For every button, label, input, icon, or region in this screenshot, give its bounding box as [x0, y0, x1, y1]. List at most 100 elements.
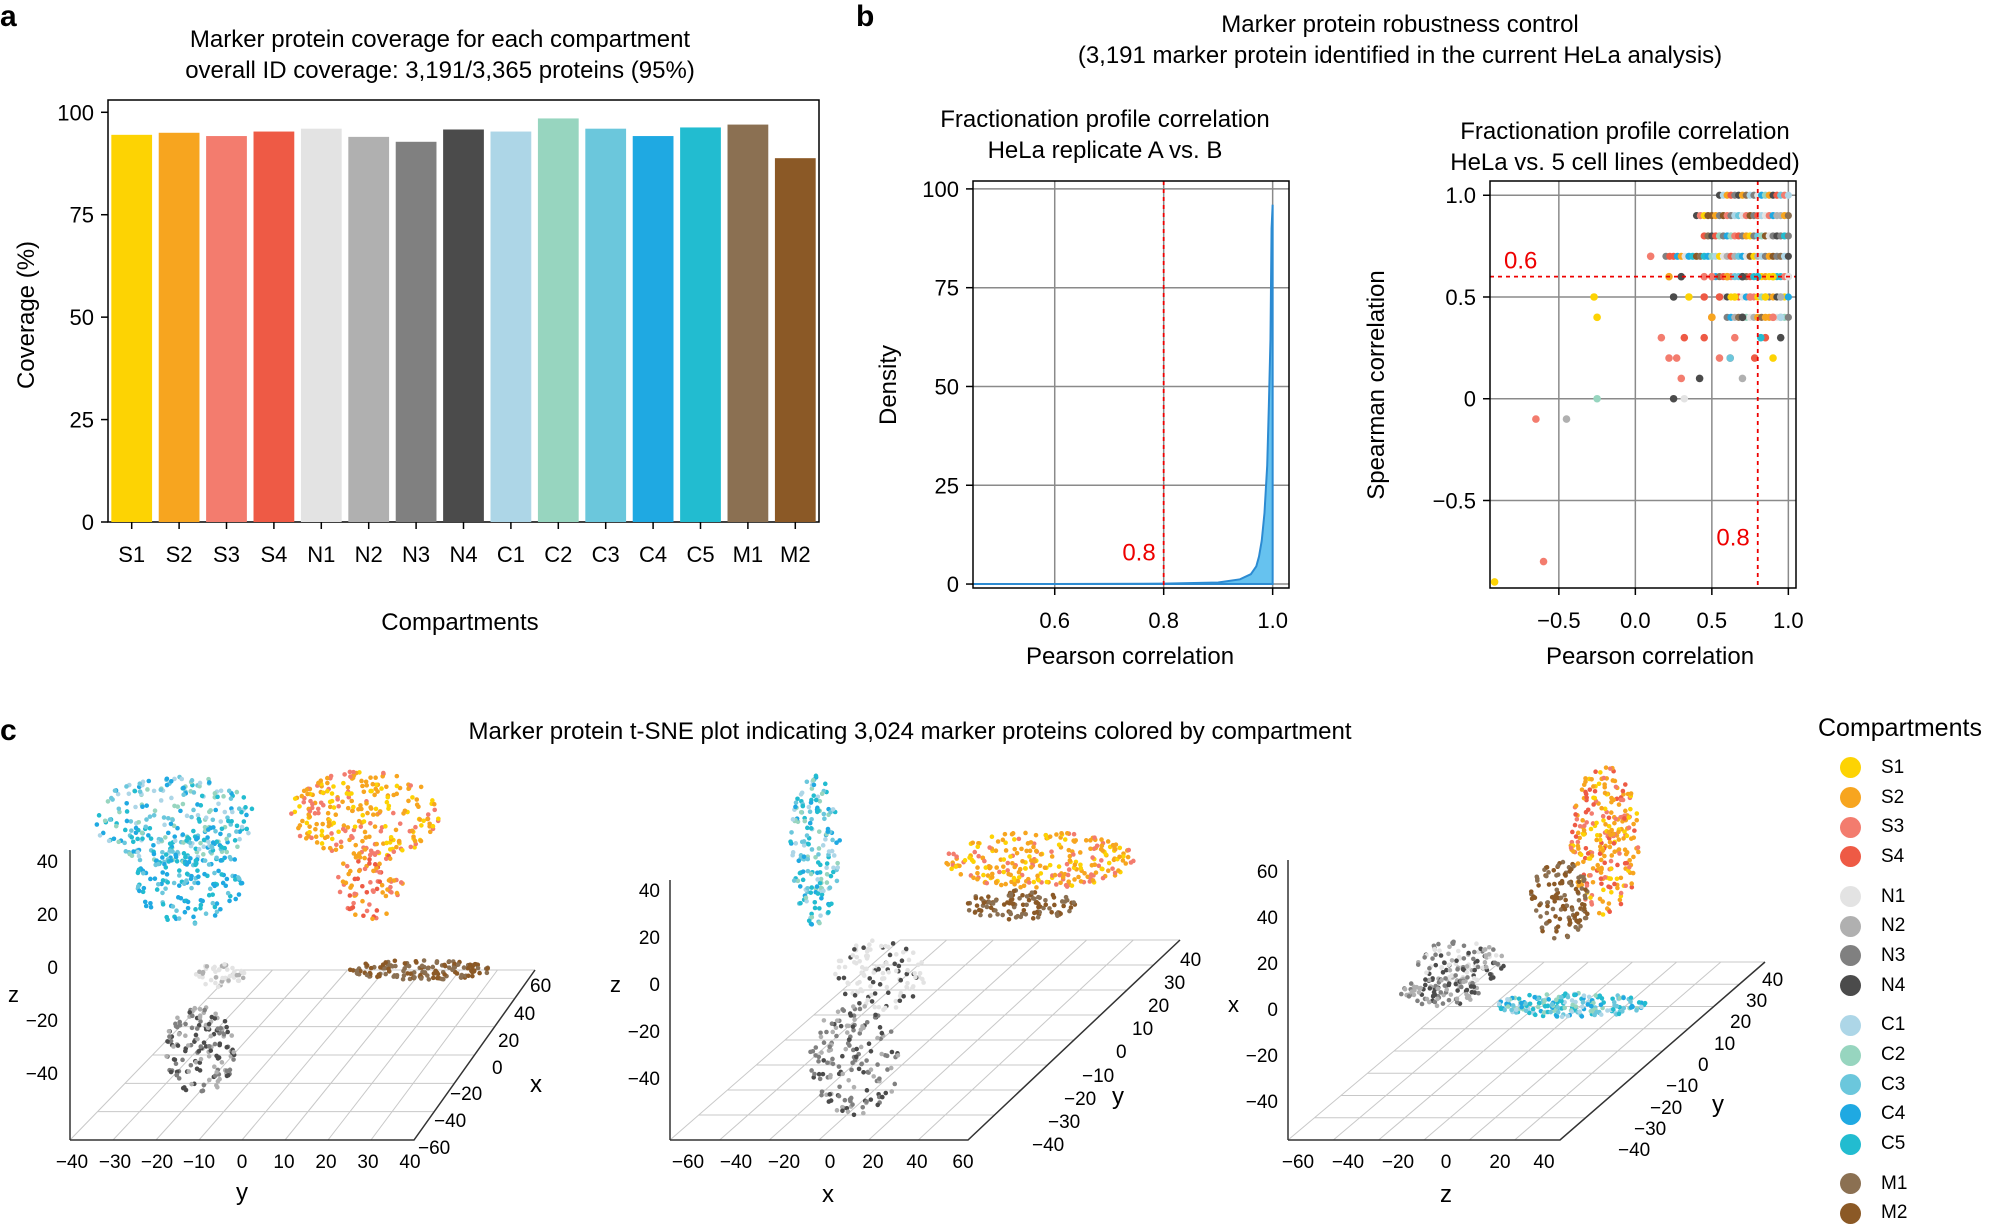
tsne1-point — [244, 812, 249, 818]
tsne-plot-3: 60 40 20 0 −20 −40 x 40 30 20 10 0 −10 −… — [1228, 765, 1783, 1208]
tsne1-point — [164, 776, 170, 782]
tsne2-point — [805, 825, 810, 831]
scatter-point — [1761, 293, 1770, 301]
tsne1-point — [212, 904, 218, 910]
tsne3-point — [1611, 841, 1617, 846]
panel-label-b: b — [856, 0, 875, 33]
tsne2-point — [828, 873, 834, 879]
tsne1-point — [203, 981, 208, 987]
tsne3-point — [1459, 984, 1464, 990]
tsne1-point — [413, 824, 418, 830]
tsne1-point — [307, 808, 313, 814]
tsne2-point — [1042, 865, 1048, 871]
tsne1-point — [141, 885, 147, 891]
density-x-tick: 0.8 — [1148, 608, 1179, 633]
tsne3-point — [1634, 817, 1640, 823]
tsne3-point — [1591, 784, 1596, 789]
tsne1-point — [229, 818, 234, 824]
tsne3-point — [1593, 769, 1598, 775]
tsne2-point — [917, 970, 923, 976]
tsne2-point — [1021, 883, 1027, 889]
tsne2-point — [840, 1104, 845, 1110]
tsne1-point — [355, 971, 360, 977]
tsne1-point — [336, 803, 341, 809]
tsne2-point — [962, 858, 968, 863]
tsne1-point — [402, 961, 408, 966]
tsne1-point — [225, 1073, 231, 1078]
tsne3-point — [1612, 1002, 1617, 1008]
tsne1-point — [133, 804, 138, 810]
tsne1-point — [452, 961, 457, 967]
tsne2-point — [790, 852, 795, 858]
tsne2-point — [1077, 850, 1083, 855]
tsne2-point — [830, 1029, 836, 1035]
tsne1-point — [383, 893, 389, 899]
tsne2-point — [1010, 901, 1016, 907]
tsne3-point — [1582, 823, 1587, 829]
tsne3-point — [1471, 956, 1476, 962]
tsne3-axis-line — [1288, 961, 1766, 1141]
tsne2-point — [1065, 872, 1071, 878]
tsne2-point — [1049, 849, 1054, 854]
tsne1-point — [193, 846, 199, 852]
tsne1-point — [227, 854, 233, 860]
tsne1-point — [394, 844, 399, 850]
tsne2-point — [821, 811, 827, 817]
tsne1-point — [360, 883, 365, 889]
legend-item-C5: C5 — [1818, 1129, 1997, 1159]
tsne2-point — [831, 869, 836, 875]
tsne1-point — [310, 801, 315, 807]
tsne1-point — [316, 810, 321, 816]
scatter-y-tick: 0.5 — [1445, 285, 1476, 310]
tsne1-y-ticks: −40 −30 −20 −10 0 10 20 30 40 — [56, 1152, 421, 1173]
tsne2-point — [840, 1053, 845, 1059]
tsne1-point — [381, 770, 386, 776]
tsne2-point — [830, 807, 836, 812]
tsne1-point — [190, 1013, 195, 1019]
tsne3-point — [1523, 1001, 1528, 1006]
tsne2-point — [813, 855, 818, 860]
tsne1-point — [301, 799, 307, 805]
tsne1-point — [213, 828, 218, 834]
tsne1-point — [329, 831, 334, 836]
tsne1-point — [205, 835, 210, 840]
tsne1-point — [227, 898, 232, 904]
tsne2-x-tick: −60 — [672, 1152, 704, 1173]
tsne1-z-tick: 0 — [47, 958, 58, 979]
coverage-x-tick: N1 — [307, 542, 335, 567]
tsne1-point — [206, 809, 212, 815]
coverage-y-tick: 75 — [70, 203, 94, 228]
tsne3-point — [1571, 863, 1576, 869]
tsne1-point — [292, 809, 298, 815]
tsne1-point — [349, 808, 355, 814]
tsne1-point — [224, 1024, 229, 1030]
tsne1-point — [233, 896, 239, 902]
tsne2-point — [1033, 848, 1039, 854]
tsne2-point — [871, 970, 877, 975]
tsne2-point — [919, 960, 924, 965]
tsne1-point — [188, 1062, 194, 1068]
tsne1-point — [380, 890, 385, 895]
legend-group-gap — [1818, 1001, 1997, 1011]
tsne3-point — [1442, 983, 1448, 988]
tsne2-point — [838, 1023, 844, 1029]
tsne2-x-tick: 60 — [952, 1152, 973, 1173]
tsne1-point — [236, 806, 242, 812]
tsne3-point — [1598, 857, 1604, 863]
tsne2-point — [1024, 848, 1029, 854]
tsne1-point — [97, 833, 103, 838]
tsne3-point — [1623, 808, 1628, 814]
tsne1-point — [193, 907, 198, 912]
tsne2-point — [1057, 872, 1062, 878]
tsne3-point — [1589, 899, 1594, 905]
tsne2-point — [862, 1004, 867, 1009]
tsne1-point — [391, 878, 397, 883]
tsne3-point — [1424, 996, 1430, 1002]
tsne1-point — [199, 1088, 205, 1094]
tsne3-point — [1450, 941, 1456, 947]
tsne1-point — [230, 965, 235, 971]
tsne1-point — [394, 791, 400, 797]
tsne1-point — [176, 868, 182, 873]
tsne1-point — [391, 974, 396, 979]
tsne1-y-label: y — [236, 1179, 248, 1206]
